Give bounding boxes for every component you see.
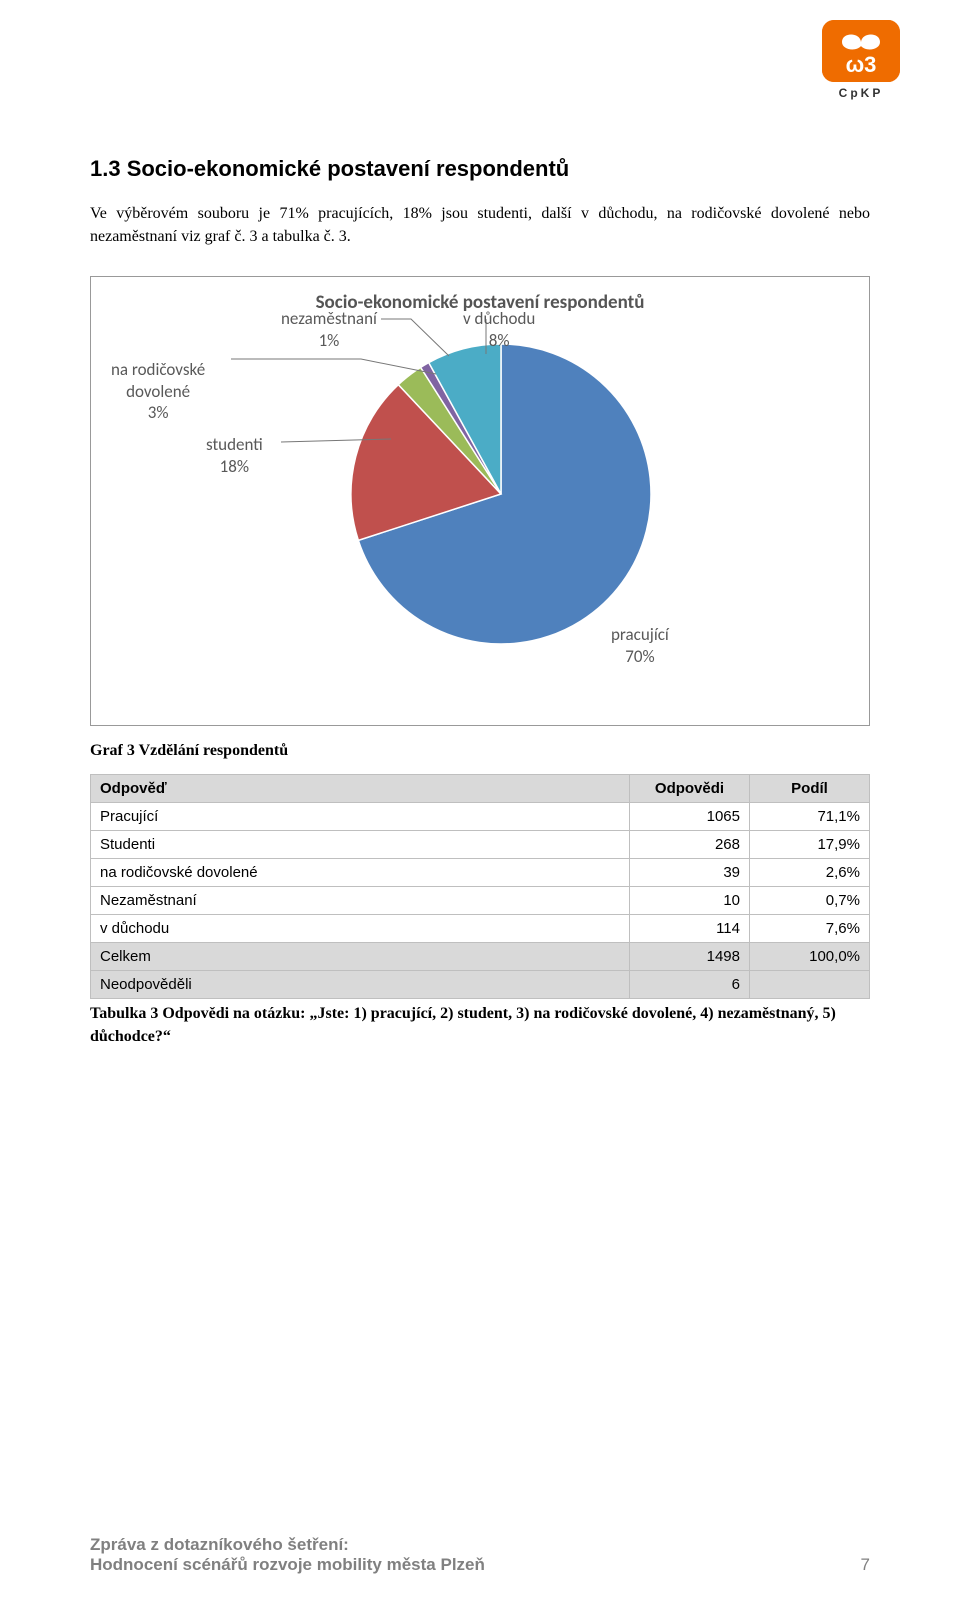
table-row: Nezaměstnaní100,7%	[91, 887, 870, 915]
intro-paragraph: Ve výběrovém souboru je 71% pracujících,…	[90, 202, 870, 248]
pie-svg	[351, 344, 651, 644]
pie-label: pracující70%	[611, 624, 669, 667]
pie-label: v důchodu8%	[463, 308, 535, 351]
pie-label: nezaměstnaní1%	[281, 308, 377, 351]
table-row: v důchodu1147,6%	[91, 915, 870, 943]
table-total-row: Celkem1498100,0%	[91, 943, 870, 971]
footer-line2: Hodnocení scénářů rozvoje mobility města…	[90, 1555, 485, 1575]
table-caption: Tabulka 3 Odpovědi na otázku: „Jste: 1) …	[90, 1003, 870, 1048]
page-number: 7	[861, 1555, 870, 1575]
pie-label: studenti18%	[206, 434, 263, 477]
footer-line1: Zpráva z dotazníkového šetření:	[90, 1535, 485, 1555]
table-row: na rodičovské dovolené392,6%	[91, 859, 870, 887]
svg-text:ω3: ω3	[846, 52, 877, 77]
response-table: Odpověď Odpovědi Podíl Pracující106571,1…	[90, 774, 870, 999]
col-share: Podíl	[750, 775, 870, 803]
table-noresp-row: Neodpověděli6	[91, 971, 870, 999]
pie-chart-container: Socio-ekonomické postavení respondentů p…	[90, 276, 870, 726]
table-row: Pracující106571,1%	[91, 803, 870, 831]
graf-caption: Graf 3 Vzdělání respondentů	[90, 742, 870, 760]
table-row: Studenti26817,9%	[91, 831, 870, 859]
col-count: Odpovědi	[630, 775, 750, 803]
col-answer: Odpověď	[91, 775, 630, 803]
section-heading: 1.3 Socio-ekonomické postavení responden…	[90, 156, 870, 182]
pie-label: na rodičovskédovolené3%	[111, 359, 205, 423]
logo-abbr: CpKP	[822, 86, 900, 100]
brand-logo: ω3 CpKP	[822, 20, 900, 100]
page-footer: Zpráva z dotazníkového šetření: Hodnocen…	[90, 1535, 870, 1575]
pie-chart: pracující70% studenti18%na rodičovskédovo…	[111, 314, 849, 694]
